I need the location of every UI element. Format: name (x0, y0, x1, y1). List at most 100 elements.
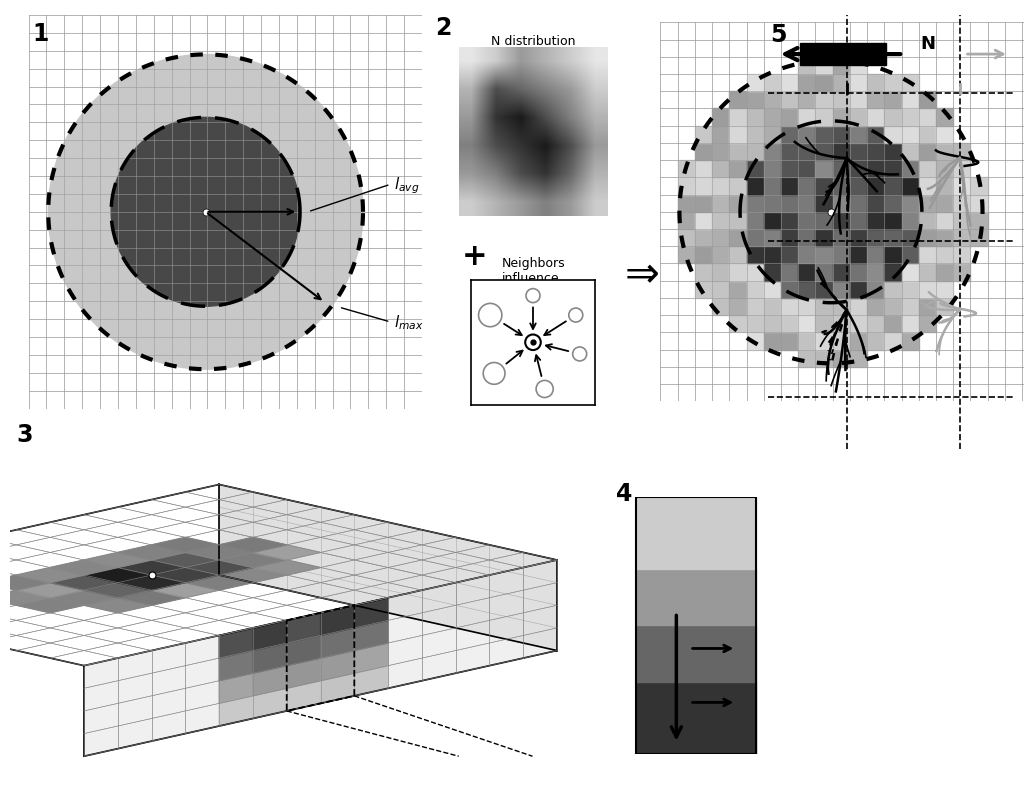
Bar (885, 127, 901, 144)
Bar (971, 178, 988, 196)
Bar (781, 161, 799, 178)
Bar (815, 333, 833, 350)
Bar (901, 109, 919, 127)
Bar (815, 144, 833, 161)
Bar (936, 247, 953, 264)
Polygon shape (84, 568, 152, 583)
Bar (815, 350, 833, 367)
Polygon shape (185, 561, 253, 575)
Circle shape (483, 363, 505, 385)
Circle shape (112, 118, 300, 307)
Bar (833, 229, 850, 247)
Bar (746, 161, 764, 178)
Polygon shape (321, 606, 354, 636)
Polygon shape (50, 590, 118, 606)
Bar (936, 282, 953, 298)
Circle shape (568, 309, 583, 322)
Bar (799, 316, 815, 333)
Bar (695, 213, 712, 229)
Polygon shape (84, 561, 557, 756)
Polygon shape (219, 553, 287, 568)
Bar (867, 298, 885, 316)
Polygon shape (219, 568, 287, 583)
Polygon shape (0, 575, 50, 590)
Bar (850, 350, 867, 367)
Bar (636, 569, 756, 626)
Bar (815, 109, 833, 127)
Bar (764, 316, 781, 333)
Bar (764, 161, 781, 178)
Bar (781, 92, 799, 109)
Bar (833, 178, 850, 196)
Bar (799, 161, 815, 178)
Bar (781, 247, 799, 264)
Bar (867, 229, 885, 247)
Bar (833, 144, 850, 161)
Polygon shape (287, 658, 321, 688)
Bar (815, 92, 833, 109)
Bar (729, 213, 746, 229)
Bar (746, 298, 764, 316)
Bar (764, 144, 781, 161)
Bar (885, 264, 901, 282)
Bar (746, 109, 764, 127)
Polygon shape (354, 643, 388, 674)
Bar (867, 75, 885, 92)
Circle shape (572, 347, 587, 362)
Text: $\mathit{l}_{avg}$: $\mathit{l}_{avg}$ (394, 175, 420, 196)
Bar (885, 333, 901, 350)
Bar (799, 282, 815, 298)
Bar (746, 75, 764, 92)
Bar (901, 264, 919, 282)
Bar (746, 282, 764, 298)
Bar (815, 178, 833, 196)
Bar (936, 196, 953, 213)
Bar (678, 161, 695, 178)
Bar (919, 298, 936, 316)
Bar (867, 282, 885, 298)
Text: 5: 5 (770, 22, 787, 47)
Bar (695, 282, 712, 298)
Bar (799, 196, 815, 213)
Bar (764, 92, 781, 109)
Bar (729, 109, 746, 127)
Bar (953, 196, 971, 213)
Bar (678, 247, 695, 264)
Bar (746, 178, 764, 196)
Bar (746, 316, 764, 333)
Bar (901, 298, 919, 316)
Polygon shape (152, 568, 219, 583)
Bar (850, 75, 867, 92)
Bar (712, 196, 729, 213)
Bar (799, 350, 815, 367)
Bar (799, 75, 815, 92)
Bar (971, 213, 988, 229)
Bar (695, 161, 712, 178)
Bar (850, 92, 867, 109)
Bar (885, 247, 901, 264)
Bar (815, 298, 833, 316)
Bar (885, 75, 901, 92)
Circle shape (526, 290, 540, 303)
Bar (799, 127, 815, 144)
Bar (764, 333, 781, 350)
Bar (781, 109, 799, 127)
Bar (936, 161, 953, 178)
Bar (746, 247, 764, 264)
Polygon shape (118, 575, 185, 590)
Bar (919, 127, 936, 144)
Polygon shape (84, 583, 152, 598)
Bar (936, 109, 953, 127)
Bar (850, 109, 867, 127)
Bar (885, 161, 901, 178)
Bar (953, 178, 971, 196)
Text: N: N (921, 35, 935, 53)
Bar (850, 333, 867, 350)
FancyArrow shape (800, 44, 886, 66)
Bar (901, 196, 919, 213)
Bar (953, 229, 971, 247)
Bar (833, 92, 850, 109)
Bar (815, 229, 833, 247)
Bar (901, 75, 919, 92)
Text: $\Rightarrow$: $\Rightarrow$ (616, 252, 658, 294)
